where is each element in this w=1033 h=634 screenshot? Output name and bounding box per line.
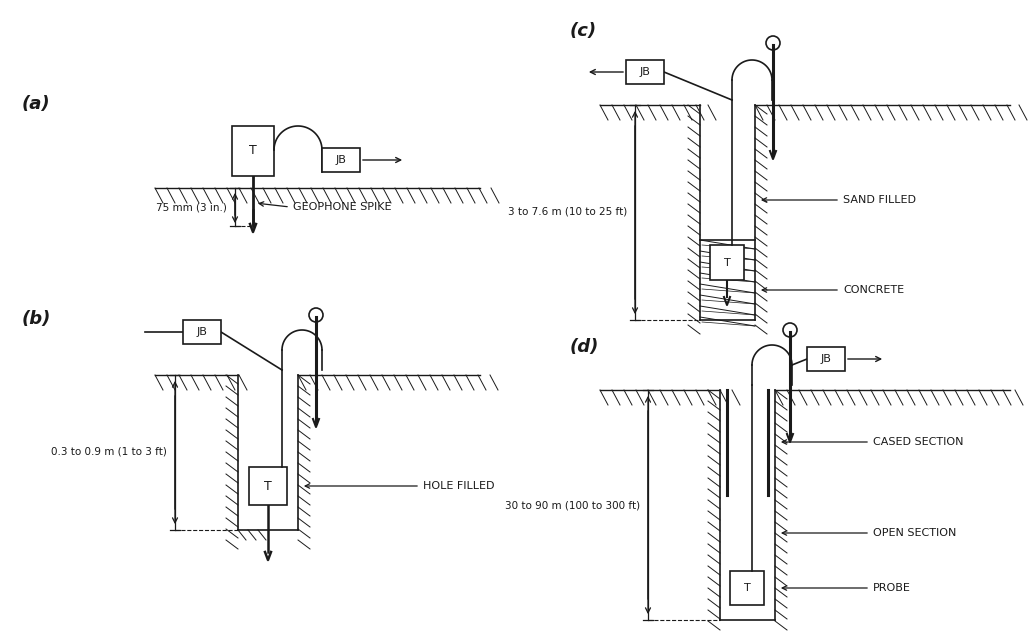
- Text: JB: JB: [639, 67, 651, 77]
- Text: CASED SECTION: CASED SECTION: [873, 437, 964, 447]
- Bar: [626, 60, 664, 84]
- Bar: [710, 245, 744, 280]
- Text: (a): (a): [22, 95, 51, 113]
- Text: T: T: [724, 257, 730, 268]
- Text: T: T: [744, 583, 750, 593]
- Text: 0.3 to 0.9 m (1 to 3 ft): 0.3 to 0.9 m (1 to 3 ft): [51, 447, 167, 457]
- Bar: [730, 571, 764, 605]
- Text: GEOPHONE SPIKE: GEOPHONE SPIKE: [293, 202, 392, 212]
- Text: 3 to 7.6 m (10 to 25 ft): 3 to 7.6 m (10 to 25 ft): [508, 207, 627, 217]
- Bar: [322, 148, 359, 172]
- Text: HOLE FILLED: HOLE FILLED: [422, 481, 495, 491]
- Bar: [232, 126, 274, 176]
- Text: JB: JB: [820, 354, 832, 364]
- Bar: [183, 320, 221, 344]
- Text: 75 mm (3 in.): 75 mm (3 in.): [156, 202, 227, 212]
- Text: T: T: [264, 479, 272, 493]
- Text: (c): (c): [570, 22, 597, 40]
- Bar: [249, 467, 287, 505]
- Text: 30 to 90 m (100 to 300 ft): 30 to 90 m (100 to 300 ft): [505, 500, 640, 510]
- Text: CONCRETE: CONCRETE: [843, 285, 904, 295]
- Bar: [807, 347, 845, 371]
- Text: OPEN SECTION: OPEN SECTION: [873, 528, 957, 538]
- Text: JB: JB: [336, 155, 346, 165]
- Text: (d): (d): [570, 338, 599, 356]
- Text: PROBE: PROBE: [873, 583, 911, 593]
- Text: SAND FILLED: SAND FILLED: [843, 195, 916, 205]
- Text: T: T: [249, 145, 257, 157]
- Text: (b): (b): [22, 310, 52, 328]
- Text: JB: JB: [196, 327, 208, 337]
